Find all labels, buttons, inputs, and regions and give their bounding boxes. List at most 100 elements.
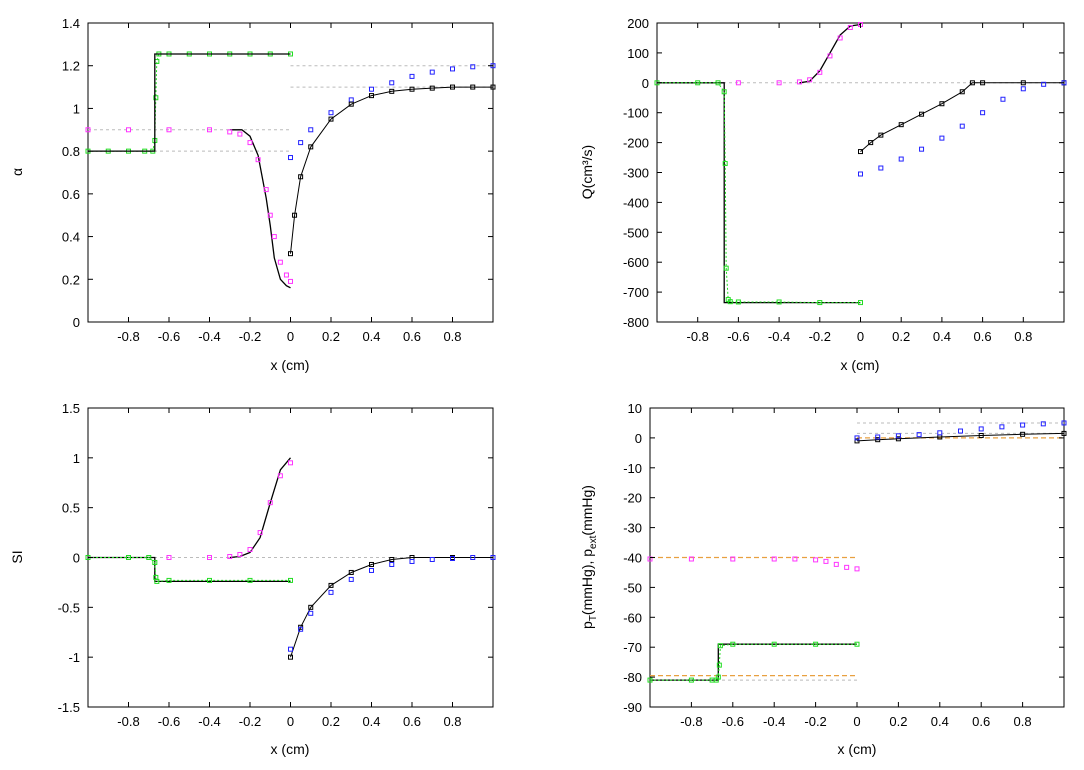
data-point [389,88,395,94]
x-tick-label: 0.2 [892,329,910,344]
data-point [348,576,354,582]
data-point [1000,96,1006,102]
y-tick-label: -700 [623,285,649,300]
data-point [328,116,334,122]
data-point [823,558,829,564]
series-green-left [647,641,860,683]
data-point [723,265,729,271]
data-point [854,566,860,572]
data-point [807,77,813,83]
data-point [146,555,152,560]
data-point [207,577,212,583]
y-tick-label: 0.4 [62,230,80,245]
y-tick-label: 0 [642,76,649,91]
data-point [263,187,269,193]
data-point [409,86,415,92]
x-tick-label: 0.8 [1014,329,1032,344]
series-blue-right [858,80,1067,177]
data-point [847,24,853,30]
x-axis-label: x (cm) [271,357,310,373]
y-tick-label: -80 [623,670,642,685]
data-point [298,140,304,146]
data-point [227,554,233,560]
data-point [257,530,263,536]
data-point [288,577,293,583]
data-point [237,131,243,137]
series-black-right [288,555,496,660]
data-point [298,174,304,180]
data-point [490,84,496,90]
y-axis-label: pT(mmHg), pext(mmHg) [579,485,599,629]
data-point [854,438,860,444]
y-tick-label: 0.2 [62,272,80,287]
data-point [898,156,904,162]
data-point [1061,420,1067,426]
y-tick-label: 1 [73,101,80,116]
data-point [716,662,722,668]
x-tick-label: -0.4 [763,714,785,729]
data-point [308,144,314,150]
data-point [776,299,782,305]
x-axis-label: x (cm) [271,741,310,757]
data-point [959,89,965,95]
data-point [288,278,293,284]
data-point [937,430,943,436]
series-blue-right [288,555,496,652]
y-tick-label: 1.4 [62,16,80,31]
data-point [450,84,455,90]
series-line [88,53,291,152]
data-point [958,428,963,434]
y-tick-label: 200 [627,16,649,31]
x-tick-label: -0.4 [198,714,220,729]
x-tick-label: -0.2 [804,714,826,729]
data-point [1020,80,1026,86]
y-axis-label: SI [9,550,25,563]
series-blue-right [288,63,496,161]
series-line [657,82,861,304]
data-point [429,556,435,562]
data-point [817,69,823,75]
data-point [308,610,314,616]
data-point [154,578,160,584]
chart-flow-q: -0.8 -0.6 -0.4 -0.2 0 0.2 0.4 0.6 0.8 -800 -700 -60… [579,16,1067,373]
data-point [980,110,986,116]
data-point [858,149,863,155]
x-tick-label: -0.4 [768,329,790,344]
data-point [817,300,823,306]
x-tick-label: -0.6 [727,329,749,344]
data-point [166,127,172,133]
y-tick-label: -0.5 [58,600,80,615]
data-point [283,272,289,278]
data-point [1020,86,1026,92]
y-tick-label: -100 [623,106,649,121]
data-point [959,123,965,129]
data-point [898,122,904,128]
x-tick-label: 0 [287,329,294,344]
data-point [715,80,721,86]
data-point [470,64,476,70]
series-line [229,129,291,289]
y-tick-label: 1.2 [62,59,80,74]
y-tick-label: 0.6 [62,187,80,202]
data-point [813,557,819,563]
x-tick-label: 0.8 [443,714,461,729]
x-tick-label: -0.6 [722,714,744,729]
data-point [854,641,860,647]
data-point [695,80,701,86]
x-tick-label: -0.8 [117,329,139,344]
series-line [290,557,493,658]
data-point [771,556,777,562]
data-point [844,564,850,570]
data-point [126,127,131,133]
data-point [348,97,354,103]
series-line [290,86,493,254]
series-exact-left [229,457,291,559]
data-point [166,577,172,583]
series-green-left [85,555,293,584]
data-point [267,500,273,506]
data-point [308,604,314,610]
data-point [429,85,435,91]
x-tick-label: 0.4 [362,714,380,729]
series-exact-step [650,643,857,681]
